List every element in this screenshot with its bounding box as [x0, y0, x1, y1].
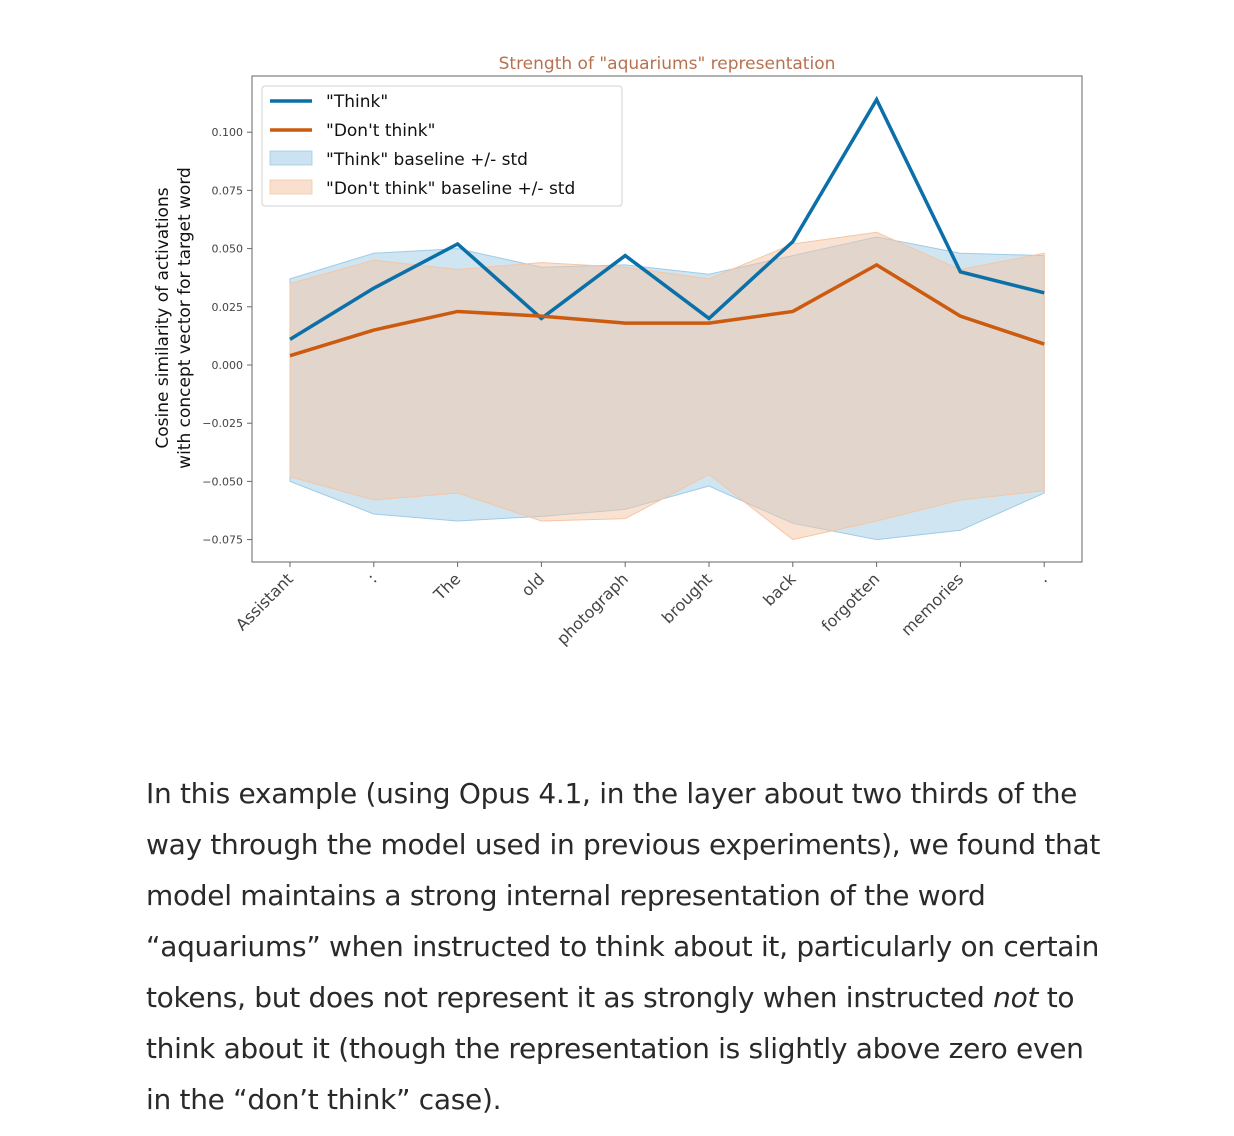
y-tick-label: 0.050: [212, 243, 244, 256]
x-tick-label: back: [759, 569, 800, 610]
y-tick-label: 0.075: [212, 184, 244, 197]
series-line-dont-think: [289, 262, 1045, 358]
paragraph-emphasis: not: [993, 981, 1039, 1014]
chart-title: Strength of "aquariums" representation: [499, 54, 836, 74]
legend-dont-think-band-swatch: [269, 179, 313, 195]
line-chart: Strength of "aquariums" representation C…: [153, 54, 1083, 649]
legend-think-band-label: "Think" baseline +/- std: [326, 150, 528, 170]
y-tick-label: −0.050: [202, 475, 243, 488]
y-axis-label: Cosine similarity of activations with co…: [153, 167, 195, 469]
baseline-bands: [289, 231, 1045, 541]
x-axis-ticks: Assistant: The old photograph brought back for…: [232, 562, 1051, 649]
y-tick-label: −0.075: [202, 534, 243, 547]
band-dont-think: [289, 231, 1045, 541]
y-axis-ticks: −0.075 −0.050 −0.025 0.000 0.025 0.050 0.075 0.…: [202, 126, 252, 547]
x-tick-label: memories: [897, 569, 967, 639]
legend: "Think" "Don't think" "Think" baseline +…: [261, 85, 623, 207]
y-tick-label: −0.025: [202, 417, 243, 430]
plot-area-frame: [251, 75, 1083, 563]
y-axis-label-line-2: with concept vector for target word: [175, 167, 195, 469]
body-paragraph: In this example (using Opus 4.1, in the …: [146, 768, 1106, 1125]
x-tick-label: forgotten: [818, 569, 884, 635]
series-line-think: [289, 95, 1045, 341]
paragraph-text-part-1: In this example (using Opus 4.1, in the …: [146, 777, 1101, 1014]
x-tick-label: The: [429, 569, 464, 604]
legend-dont-think-label: "Don't think": [326, 121, 435, 141]
x-tick-label: :: [363, 569, 380, 586]
paragraph-text-part-2: to think about it (though the representa…: [146, 981, 1084, 1116]
legend-think-band-swatch: [269, 150, 313, 166]
y-axis-label-line-1: Cosine similarity of activations: [153, 187, 173, 448]
legend-box: [261, 85, 623, 207]
x-tick-label: .: [1034, 569, 1051, 586]
x-tick-label: old: [518, 569, 549, 600]
y-tick-label: 0.025: [212, 301, 244, 314]
series-lines: [289, 95, 1045, 358]
y-tick-label: 0.000: [212, 359, 244, 372]
x-tick-label: photograph: [553, 569, 632, 648]
x-tick-label: brought: [658, 569, 716, 627]
legend-dont-think-band-label: "Don't think" baseline +/- std: [326, 179, 575, 199]
x-tick-label: Assistant: [232, 569, 297, 634]
legend-think-label: "Think": [326, 92, 388, 112]
y-tick-label: 0.100: [212, 126, 244, 139]
